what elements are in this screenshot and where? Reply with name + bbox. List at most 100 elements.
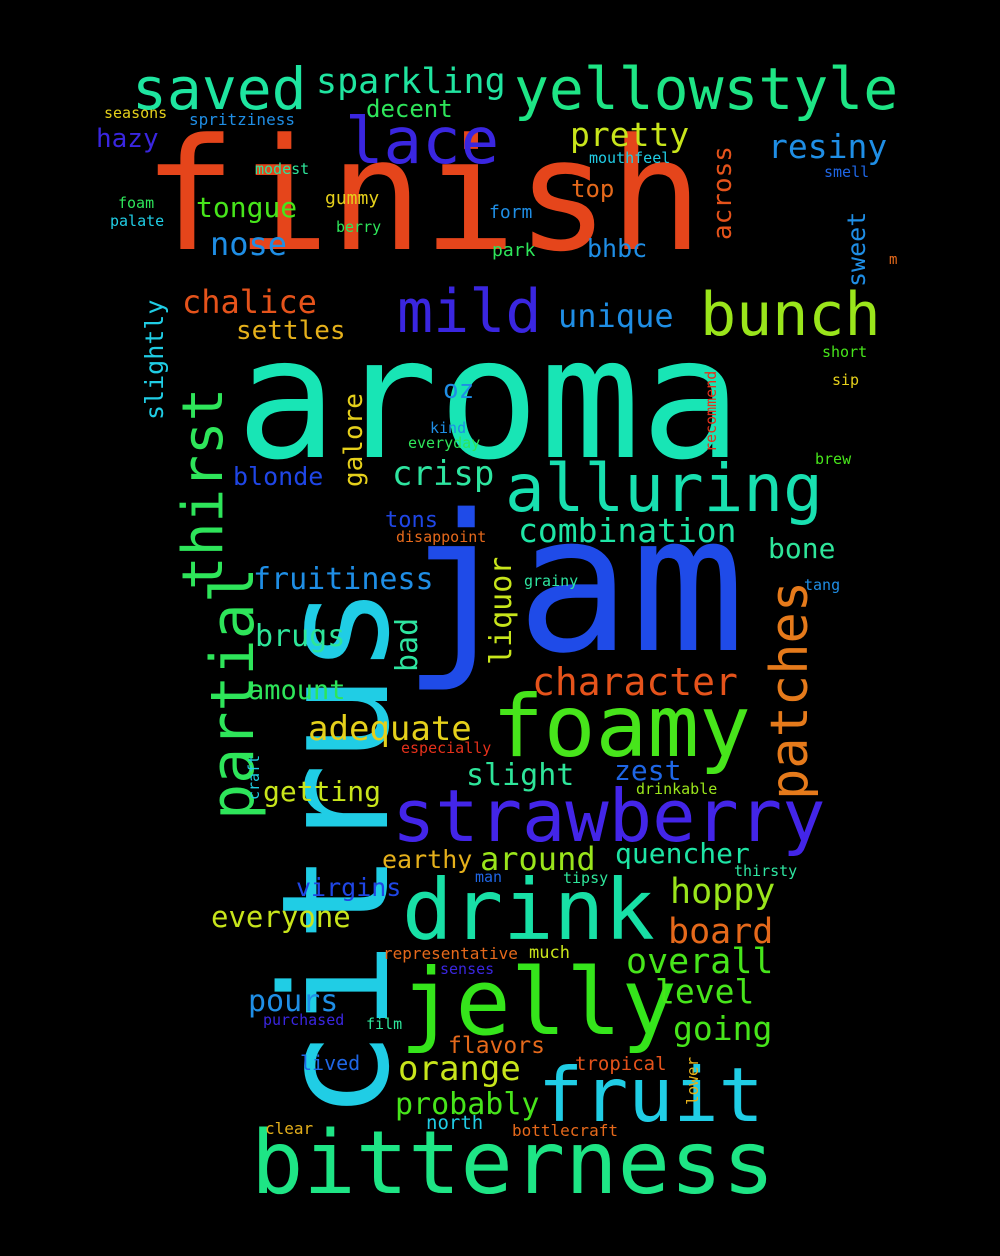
word: across xyxy=(708,146,738,240)
word: craft xyxy=(245,754,263,800)
word: smell xyxy=(824,163,870,181)
word: level xyxy=(655,972,755,1011)
word: senses xyxy=(440,960,495,978)
word: around xyxy=(480,840,596,878)
word: nose xyxy=(210,225,288,263)
word: overall xyxy=(626,942,774,982)
word: lace xyxy=(345,105,500,179)
word: pretty xyxy=(570,115,690,154)
word: alluring xyxy=(505,450,823,527)
word: m xyxy=(889,252,898,268)
word: bhbc xyxy=(587,234,648,263)
word: disappoint xyxy=(396,528,487,546)
word: board xyxy=(668,912,774,952)
word: short xyxy=(822,343,868,361)
word: orange xyxy=(398,1049,521,1089)
word: settles xyxy=(236,316,346,346)
word: tipsy xyxy=(563,869,609,887)
word: grainy xyxy=(524,572,579,590)
word: bunch xyxy=(700,280,881,350)
word: amount xyxy=(248,675,346,706)
word: hoppy xyxy=(670,872,776,912)
word: virgins xyxy=(296,873,402,902)
word: bottlecraft xyxy=(512,1121,618,1140)
word: jelly xyxy=(400,949,677,1056)
word: finish xyxy=(143,105,703,286)
word: yellowstyle xyxy=(514,55,899,123)
word: drinkable xyxy=(636,780,718,798)
word: flavors xyxy=(448,1033,545,1059)
word: drink xyxy=(402,861,655,959)
word: going xyxy=(673,1009,773,1048)
word: blonde xyxy=(233,462,324,491)
word: oz xyxy=(443,375,475,405)
word: resiny xyxy=(768,127,888,166)
word: adequate xyxy=(308,709,472,749)
word: thirst xyxy=(171,387,236,590)
word: purchased xyxy=(263,1011,345,1029)
word: clear xyxy=(265,1119,314,1138)
word: modest xyxy=(255,160,310,178)
word: bone xyxy=(768,532,836,565)
word: gummy xyxy=(325,188,380,209)
word: galore xyxy=(339,393,369,487)
word: especially xyxy=(401,739,492,757)
word: kind xyxy=(430,419,467,437)
word: foam xyxy=(118,194,155,212)
word: film xyxy=(366,1015,403,1033)
word: sip xyxy=(832,371,860,389)
word: getting xyxy=(263,775,382,808)
word: everyone xyxy=(211,900,351,934)
word: combination xyxy=(518,511,737,550)
word: slight xyxy=(466,758,575,793)
word: berry xyxy=(336,218,382,236)
word: tang xyxy=(804,576,841,594)
word: chalice xyxy=(182,283,317,321)
word: unique xyxy=(558,297,674,335)
word: park xyxy=(492,240,536,261)
word: quencher xyxy=(615,837,750,870)
word: mild xyxy=(397,277,542,347)
word: sparkling xyxy=(316,62,506,102)
word: foamy xyxy=(492,677,751,777)
word: character xyxy=(532,660,738,704)
word: decent xyxy=(366,95,453,123)
word: spritziness xyxy=(189,110,295,129)
word: liquor xyxy=(484,556,519,665)
word: saved xyxy=(132,55,307,123)
word: aroma xyxy=(236,301,742,497)
word: pours xyxy=(248,984,339,1019)
word: earthy xyxy=(382,845,473,874)
word: brugs xyxy=(255,619,346,654)
word: tons xyxy=(385,508,438,533)
word: strawberry xyxy=(392,774,826,858)
word: form xyxy=(489,202,533,223)
word: palate xyxy=(110,212,165,230)
word: crisp xyxy=(392,454,495,494)
word: thirsty xyxy=(734,862,798,880)
word: zest xyxy=(614,754,682,787)
word: everyday xyxy=(408,434,481,452)
word: mouthfeel xyxy=(589,149,671,167)
word: seasons xyxy=(104,104,168,122)
word: bitterness xyxy=(251,1112,775,1214)
word: recommend xyxy=(702,370,720,452)
word: bad xyxy=(390,617,425,672)
word: sweet xyxy=(842,211,871,287)
word: patches xyxy=(760,580,820,800)
word: brew xyxy=(815,450,852,468)
word: tropical xyxy=(575,1053,667,1075)
word: man xyxy=(475,868,503,886)
word: probably xyxy=(395,1087,540,1122)
word: top xyxy=(571,175,615,203)
word: lived xyxy=(300,1051,361,1075)
word: hazy xyxy=(96,124,159,154)
word: jam xyxy=(402,474,746,695)
word: representative xyxy=(383,944,518,963)
word: slightly xyxy=(140,299,169,420)
word: tongue xyxy=(196,191,298,224)
word: lower xyxy=(683,1056,702,1105)
word: north xyxy=(426,1112,484,1134)
word: fruit xyxy=(538,1051,764,1139)
